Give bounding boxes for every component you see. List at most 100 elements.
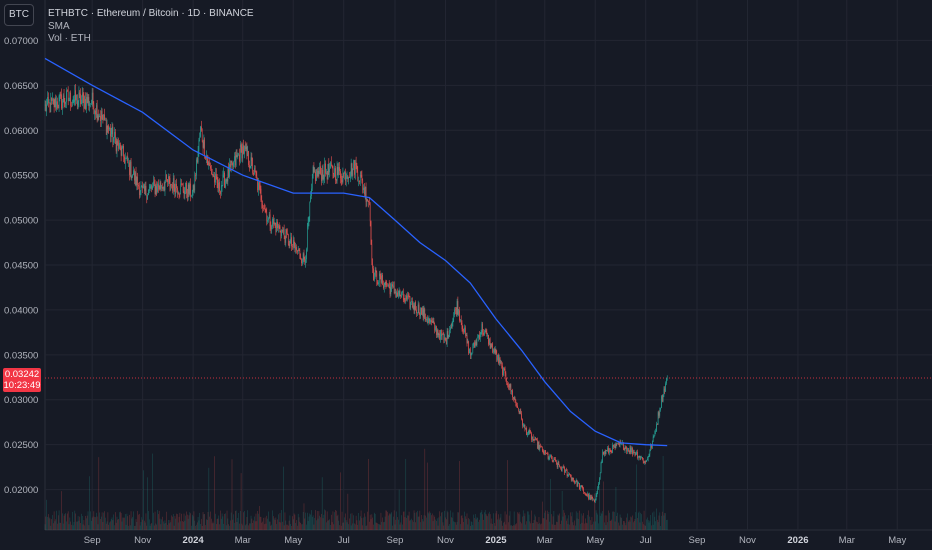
candle-body — [633, 451, 635, 454]
volume-bar — [62, 523, 64, 530]
candle-body — [284, 235, 286, 243]
volume-bar — [63, 515, 65, 530]
candle-body — [377, 281, 378, 284]
volume-bar — [107, 512, 109, 530]
volume-bar — [356, 520, 358, 530]
volume-bar — [316, 511, 318, 530]
volume-bar — [497, 519, 498, 530]
volume-bar — [124, 514, 126, 530]
volume-bar — [106, 521, 108, 530]
candle-body — [437, 330, 439, 336]
volume-bar — [562, 516, 564, 530]
volume-bar — [557, 514, 559, 530]
time-axis[interactable]: Sep Nov 2024 Mar May Jul Sep Nov 2025 Mar May Jul Se… — [84, 535, 907, 546]
candle-body — [301, 259, 302, 264]
candle-body — [599, 472, 601, 479]
volume-bar — [367, 511, 368, 530]
volume-bar — [459, 461, 460, 530]
volume-bar — [340, 472, 341, 530]
candle-body — [164, 182, 166, 191]
candle-body — [262, 204, 263, 209]
candle-body — [587, 493, 589, 496]
volume-bar — [402, 511, 404, 530]
volume-bar — [417, 510, 418, 530]
candle-body — [429, 318, 431, 323]
candle-body — [409, 296, 411, 308]
candle-body — [352, 168, 354, 176]
volume-bar — [127, 516, 129, 530]
volume-bar — [255, 513, 257, 530]
candle-body — [268, 214, 270, 219]
price-axis[interactable]: 0.070000.065000.060000.055000.050000.045… — [4, 36, 38, 496]
candle-body — [631, 448, 632, 453]
volume-bar — [348, 524, 349, 530]
legend-sma[interactable]: SMA — [48, 20, 70, 32]
candle-body — [655, 431, 656, 432]
volume-bar — [549, 521, 551, 530]
candle-body — [609, 449, 610, 453]
volume-bar — [205, 525, 206, 530]
candle-body — [72, 101, 74, 104]
volume-bar — [306, 512, 308, 530]
volume-bar — [235, 510, 237, 530]
volume-bar — [467, 524, 469, 530]
candle-body — [521, 413, 522, 420]
candle-body — [255, 172, 257, 177]
candle-body — [73, 99, 75, 102]
candle-body — [632, 448, 633, 455]
volume-bar — [480, 511, 482, 530]
volume-bar — [607, 522, 608, 530]
candle-body — [265, 209, 267, 213]
volume-bar — [559, 513, 560, 530]
candle-body — [399, 290, 401, 296]
volume-bar — [602, 511, 603, 530]
candle-body — [161, 186, 162, 188]
x-tick-label: Jul — [338, 535, 350, 546]
volume-bar — [598, 523, 599, 530]
candle-body — [585, 493, 586, 494]
volume-bar — [338, 520, 340, 530]
candle-body — [502, 365, 503, 376]
volume-bar — [58, 510, 60, 530]
legend-volume[interactable]: Vol · ETH — [48, 33, 91, 44]
volume-bar — [215, 513, 216, 530]
volume-bar — [603, 481, 604, 530]
volume-bar — [454, 521, 455, 530]
candle-body — [235, 156, 236, 166]
candle-body — [292, 246, 293, 247]
candle-body — [119, 142, 121, 147]
candle-body — [240, 145, 242, 147]
candle-body — [185, 182, 186, 191]
volume-bar — [606, 515, 608, 530]
candle-body — [375, 269, 377, 273]
volume-bar — [210, 511, 211, 530]
volume-bar — [182, 521, 184, 530]
volume-bar — [73, 521, 75, 530]
candle-body — [398, 294, 399, 297]
volume-bar — [430, 512, 431, 530]
candle-body — [460, 319, 462, 323]
volume-bar — [580, 523, 581, 530]
volume-bar — [339, 525, 340, 530]
symbol-badge[interactable]: BTC — [4, 4, 34, 26]
candle-body — [396, 292, 397, 298]
volume-bar — [484, 512, 485, 530]
y-tick-label: 0.03000 — [4, 395, 38, 406]
volume-bar — [89, 476, 90, 530]
candle-body — [147, 195, 148, 200]
candle-body — [339, 167, 340, 172]
volume-bar — [110, 521, 111, 530]
volume-bar — [457, 512, 459, 530]
legend-title[interactable]: ETHBTC · Ethereum / Bitcoin · 1D · BINAN… — [48, 8, 254, 19]
candle-body — [554, 458, 555, 460]
volume-bar — [219, 524, 220, 530]
volume-bar — [337, 514, 339, 530]
candle-body — [582, 487, 584, 489]
volume-bar — [158, 514, 159, 530]
candle-body — [323, 178, 325, 180]
candle-body — [513, 397, 514, 399]
candle-body — [296, 247, 297, 251]
volume-bar — [502, 525, 503, 530]
candle-body — [518, 411, 520, 414]
